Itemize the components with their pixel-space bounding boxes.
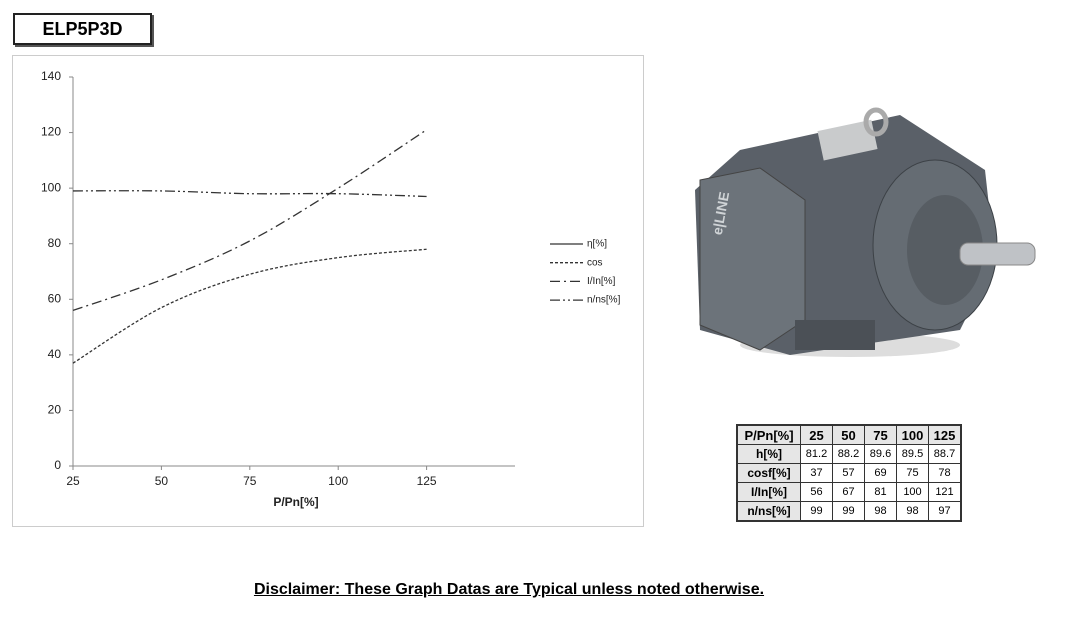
y-tick-label: 100 (41, 180, 61, 194)
cell: 121 (928, 482, 962, 502)
y-tick-label: 140 (41, 69, 61, 83)
data-table: P/Pn[%] 25 50 75 100 125 h[%] 81.2 88.2 89.6 89.5 8… (736, 424, 962, 522)
y-tick-label: 20 (48, 403, 62, 417)
cell: 75 (864, 424, 897, 445)
cell: 97 (928, 501, 962, 522)
cell: 98 (864, 501, 897, 522)
row-label: I/In[%] (736, 482, 801, 502)
cell: 69 (864, 463, 897, 483)
cell: 25 (800, 424, 833, 445)
model-title: ELP5P3D (13, 13, 152, 45)
cell: 89.6 (864, 444, 897, 464)
motor-photo: e|LINE (695, 107, 1036, 357)
cell: 88.7 (928, 444, 962, 464)
table-row: cosf[%] 37 57 69 75 78 (736, 463, 962, 483)
row-label: h[%] (736, 444, 801, 464)
y-tick-label: 120 (41, 125, 61, 139)
table-row: I/In[%] 56 67 81 100 121 (736, 482, 962, 502)
cell: 67 (832, 482, 865, 502)
chart-frame (12, 55, 644, 527)
cell: 88.2 (832, 444, 865, 464)
brand-label: e|LINE (709, 190, 732, 236)
y-tick-label: 80 (48, 236, 62, 250)
cell: 99 (800, 501, 833, 522)
cell: 100 (896, 424, 929, 445)
series-line (72, 190, 427, 198)
series-line (72, 248, 427, 364)
x-tick-label: 125 (417, 474, 437, 488)
header-row: P/Pn[%] 25 50 75 100 125 (736, 424, 962, 445)
legend-label: I/In[%] (587, 276, 616, 287)
cell: 57 (832, 463, 865, 483)
cell: 81 (864, 482, 897, 502)
cell: 75 (896, 463, 929, 483)
legend-label: η[%] (587, 239, 607, 250)
cell: 78 (928, 463, 962, 483)
cell: 56 (800, 482, 833, 502)
row-label: n/ns[%] (736, 501, 801, 522)
cell: 89.5 (896, 444, 929, 464)
table-row: h[%] 81.2 88.2 89.6 89.5 88.7 (736, 444, 962, 464)
x-axis-label: P/Pn[%] (273, 495, 318, 509)
y-tick-label: 0 (54, 458, 61, 472)
cell: 100 (896, 482, 929, 502)
y-tick-label: 60 (48, 291, 62, 305)
x-tick-label: 50 (155, 474, 169, 488)
cell: 98 (896, 501, 929, 522)
cell: 99 (832, 501, 865, 522)
row-label: cosf[%] (736, 463, 801, 483)
y-tick-label: 40 (48, 347, 62, 361)
table-row: n/ns[%] 99 99 98 98 97 (736, 501, 962, 522)
legend-label: cos (587, 257, 603, 268)
row-label: P/Pn[%] (736, 424, 801, 445)
x-tick-label: 100 (328, 474, 348, 488)
cell: 37 (800, 463, 833, 483)
disclaimer: Disclaimer: These Graph Datas are Typica… (253, 581, 765, 598)
x-tick-label: 25 (66, 474, 80, 488)
cell: 50 (832, 424, 865, 445)
x-tick-label: 75 (243, 474, 257, 488)
cell: 81.2 (800, 444, 833, 464)
series-line (72, 129, 427, 312)
cell: 125 (928, 424, 962, 445)
legend-label: n/ns[%] (587, 295, 621, 306)
